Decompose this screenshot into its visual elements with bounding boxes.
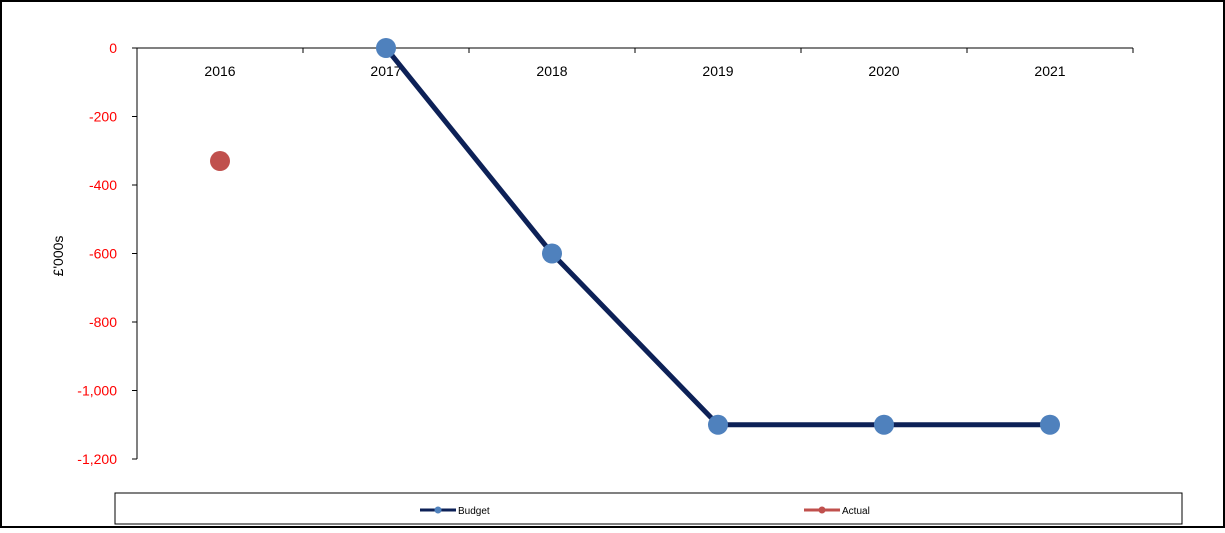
x-tick-label: 2020 (868, 63, 899, 79)
legend-budget-label: Budget (458, 506, 490, 517)
y-axis-label: £'000s (50, 236, 66, 277)
x-tick-label: 2021 (1034, 63, 1065, 79)
x-tick-label: 2016 (204, 63, 235, 79)
legend-actual-marker (818, 506, 826, 514)
axes (136, 47, 1134, 459)
series-line-budget (384, 46, 1050, 428)
legend-item-actual: Actual (804, 506, 870, 517)
legend-item-budget: Budget (420, 506, 490, 517)
legend: Budget Actual (114, 492, 1183, 525)
y-tick-label: -800 (89, 314, 117, 330)
x-tick-label: 2019 (702, 63, 733, 79)
legend-budget-marker (434, 506, 442, 514)
y-tick-label: -1,200 (77, 451, 117, 467)
y-tick-label: 0 (109, 40, 117, 56)
data-point-budget (542, 243, 562, 264)
series-lines (384, 46, 1050, 428)
x-tick-labels: 2016 2017 2018 2019 2020 2021 (204, 63, 1065, 79)
data-point-budget (1040, 414, 1060, 435)
data-point-actual (210, 151, 230, 172)
y-tick-label: -200 (89, 109, 117, 125)
y-tick-labels: 0 -200 -400 -600 -800 -1,000 -1,200 (77, 40, 137, 467)
y-tick-label: -1,000 (77, 383, 117, 399)
data-point-budget (376, 38, 396, 58)
series-points (210, 38, 1060, 435)
x-tick-label: 2018 (536, 63, 567, 79)
data-point-budget (874, 414, 894, 435)
y-tick-label: -400 (89, 177, 117, 193)
data-point-budget (708, 414, 728, 435)
x-tick-label: 2017 (370, 63, 401, 79)
y-tick-label: -600 (89, 246, 117, 262)
legend-actual-label: Actual (842, 506, 870, 517)
legend-box (114, 492, 1183, 525)
